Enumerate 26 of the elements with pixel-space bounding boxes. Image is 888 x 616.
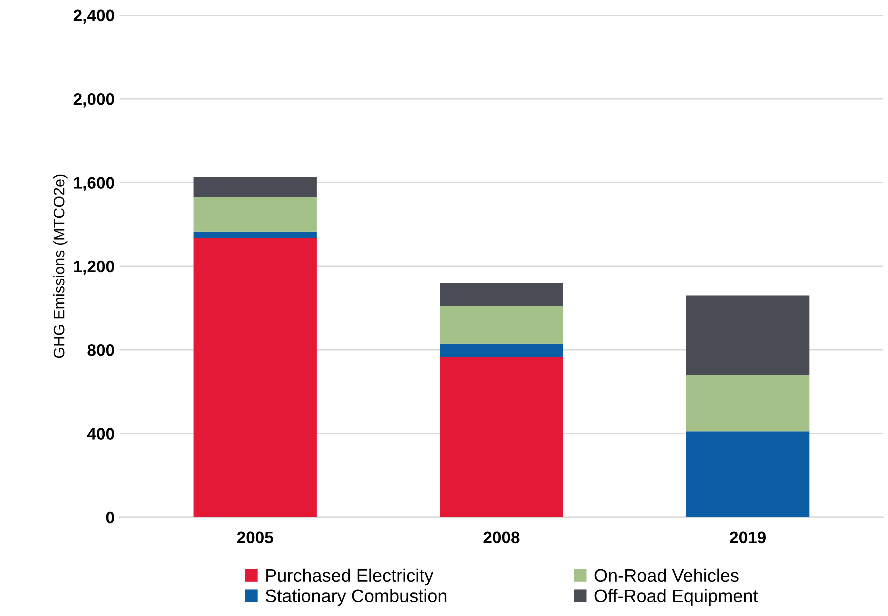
x-tick-label: 2019 [730,532,766,544]
legend-label: Stationary Combustion [266,589,447,606]
bar [440,344,564,358]
bar [440,357,564,518]
legend-label: Off-Road Equipment [594,589,758,606]
bar [686,432,810,518]
y-tick-label: 2,000 [74,93,114,108]
legend-label: On-Road Vehicles [594,568,739,582]
bar [194,232,317,238]
bar [194,197,317,232]
y-tick-label: 2,400 [74,10,114,24]
bar [686,296,810,376]
y-tick-label: 1,200 [74,260,114,276]
x-tick-label: 2008 [484,532,520,544]
legend-label: Purchased Electricity [266,568,434,586]
y-tick-label: 0 [106,512,114,524]
y-tick-label: 400 [87,428,114,440]
bar [440,283,564,306]
bar [686,375,810,432]
bar [194,178,317,198]
y-tick-label: 800 [88,344,114,356]
y-axis-title: GHG Emissions (MTCO2e) [54,174,68,358]
x-tick-label: 2005 [237,532,274,544]
bar [194,238,317,518]
bar [440,306,564,344]
y-tick-label: 1,600 [74,177,114,192]
